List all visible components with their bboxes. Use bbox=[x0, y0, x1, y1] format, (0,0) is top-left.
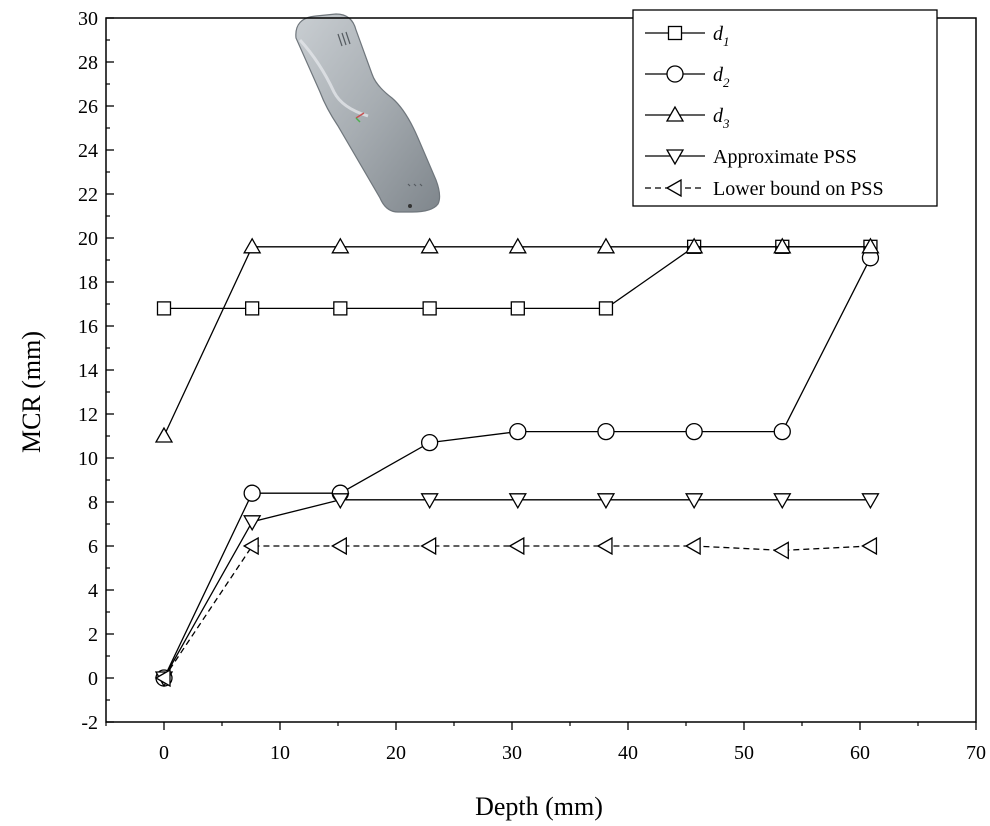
series-2-point bbox=[243, 484, 261, 502]
series-4-point bbox=[684, 493, 704, 510]
x-tick-label: 40 bbox=[618, 742, 638, 764]
legend-marker bbox=[665, 149, 685, 166]
series-2-point bbox=[685, 422, 703, 441]
series-5-point bbox=[861, 536, 878, 556]
series-1-point bbox=[422, 301, 437, 316]
legend-label-subscript: 2 bbox=[723, 75, 730, 90]
y-tick-label: 2 bbox=[88, 624, 98, 646]
legend-label-subscript: 1 bbox=[723, 34, 730, 49]
x-tick-label: 60 bbox=[850, 742, 870, 764]
legend-label-subscript: 3 bbox=[722, 116, 730, 131]
series-2-point bbox=[509, 422, 527, 441]
legend-marker bbox=[665, 178, 682, 198]
y-tick-label: 30 bbox=[78, 8, 98, 30]
series-1-point bbox=[510, 301, 525, 316]
series-2-point bbox=[420, 433, 439, 452]
x-tick-label: 0 bbox=[159, 742, 169, 764]
y-tick-label: 0 bbox=[88, 668, 98, 690]
series-5-point bbox=[684, 536, 701, 556]
x-tick-label: 30 bbox=[502, 742, 522, 764]
legend-marker bbox=[665, 105, 685, 122]
series-4-point bbox=[331, 493, 350, 510]
series-5-line bbox=[163, 545, 871, 679]
y-axis-title: MCR (mm) bbox=[17, 331, 46, 453]
y-tick-label: 12 bbox=[78, 404, 98, 426]
part-model-image bbox=[295, 13, 441, 213]
series-5-point bbox=[508, 536, 525, 556]
series-2-point bbox=[597, 422, 615, 441]
y-tick-label: 20 bbox=[78, 228, 98, 250]
series-3 bbox=[154, 237, 880, 443]
series-5-point bbox=[242, 536, 259, 556]
legend-label: Lower bound on PSS bbox=[713, 178, 884, 200]
y-tick-label: -2 bbox=[81, 712, 98, 734]
legend-box bbox=[632, 9, 938, 207]
series-5-point bbox=[331, 536, 347, 556]
series-5-point bbox=[154, 668, 171, 688]
series-3-point bbox=[861, 237, 880, 254]
y-tick-label: 16 bbox=[78, 316, 98, 338]
series-3-line bbox=[163, 246, 871, 437]
y-tick-label: 28 bbox=[78, 52, 98, 74]
series-1-point bbox=[245, 301, 260, 316]
series-4-line bbox=[163, 499, 871, 679]
series-2-point bbox=[773, 422, 791, 441]
x-tick-label: 10 bbox=[270, 742, 290, 764]
series-4-point bbox=[243, 515, 262, 532]
x-axis: 0 10 20 30 40 50 60 70 bbox=[105, 722, 986, 764]
y-tick-label: 22 bbox=[78, 184, 98, 206]
legend-marker bbox=[667, 25, 683, 41]
x-tick-label: 20 bbox=[386, 742, 406, 764]
series-layer bbox=[154, 237, 880, 688]
series-3-point bbox=[420, 237, 439, 254]
series-3-point bbox=[154, 426, 174, 443]
y-tick-label: 10 bbox=[78, 448, 98, 470]
series-1-point bbox=[156, 301, 172, 316]
y-tick-label: 6 bbox=[88, 536, 98, 558]
series-1-point bbox=[333, 301, 348, 316]
series-4-point bbox=[420, 493, 439, 510]
series-3-point bbox=[508, 237, 527, 254]
legend-label: Approximate PSS bbox=[713, 146, 857, 168]
y-tick-label: 26 bbox=[78, 96, 98, 118]
y-tick-label: 8 bbox=[88, 492, 98, 514]
x-tick-label: 50 bbox=[734, 742, 754, 764]
series-5-point bbox=[772, 541, 789, 560]
series-1-line bbox=[164, 246, 871, 310]
series-5-point bbox=[596, 536, 613, 556]
series-2 bbox=[155, 249, 880, 687]
x-tick-label: 70 bbox=[966, 742, 986, 764]
legend-entry-2: d2 bbox=[645, 64, 730, 90]
series-1-point bbox=[598, 301, 614, 316]
y-tick-label: 4 bbox=[88, 580, 98, 602]
series-3-point bbox=[596, 237, 616, 254]
series-4-point bbox=[773, 493, 792, 510]
legend-entry-5: Lower bound on PSS bbox=[645, 178, 884, 200]
series-3-point bbox=[684, 237, 704, 254]
legend-marker bbox=[666, 65, 684, 83]
series-4-point bbox=[596, 493, 616, 510]
legend-entry-4: Approximate PSS bbox=[645, 146, 857, 168]
series-5-point bbox=[420, 536, 437, 556]
y-tick-label: 14 bbox=[78, 360, 98, 382]
series-3-point bbox=[773, 237, 792, 254]
y-tick-label: 24 bbox=[78, 140, 98, 162]
series-5 bbox=[154, 536, 878, 688]
series-2-line bbox=[163, 257, 872, 679]
series-4-point bbox=[861, 493, 880, 510]
series-4 bbox=[154, 493, 880, 688]
series-3-point bbox=[331, 237, 350, 254]
series-4-point bbox=[508, 493, 527, 510]
y-tick-label: 18 bbox=[78, 272, 98, 294]
x-axis-title: Depth (mm) bbox=[475, 792, 603, 821]
series-3-point bbox=[243, 237, 262, 254]
